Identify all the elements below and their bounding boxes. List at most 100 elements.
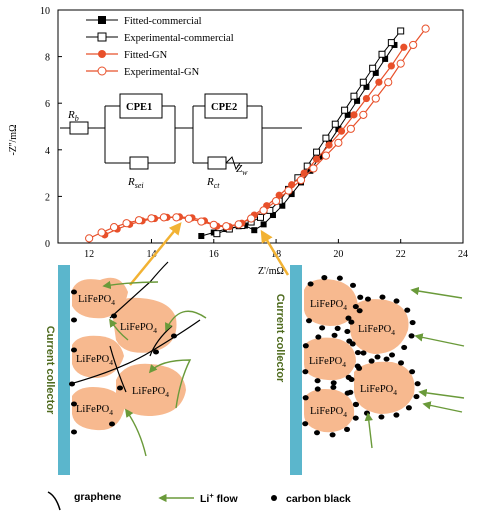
carbon-black-dot: [405, 405, 412, 411]
carbon-black-dot: [354, 349, 361, 356]
lifepo4-particle: [354, 361, 415, 414]
x-tick-label: 24: [458, 249, 468, 260]
particle-label-sub: 4: [109, 408, 113, 417]
svg-text:LiFePO4: LiFePO4: [358, 324, 395, 337]
li-flow-arrow: [414, 333, 465, 347]
data-point: [341, 106, 349, 114]
data-point: [350, 111, 358, 119]
particle-label-sub: 4: [153, 326, 157, 335]
y-tick-label: 6: [45, 99, 50, 110]
y-tick-label: 4: [45, 146, 50, 157]
carbon-black-dot: [307, 281, 314, 287]
data-point: [354, 97, 361, 104]
li-flow-arrows: [364, 286, 465, 449]
svg-text:Zw: Zw: [236, 163, 248, 177]
data-point: [197, 217, 206, 226]
carbon-black-dot: [368, 358, 375, 364]
svg-text:Li+ flow: Li+ flow: [200, 491, 238, 505]
data-point: [362, 94, 371, 103]
carbon-black-dot: [348, 319, 355, 325]
carbon-black-dot: [319, 325, 326, 331]
y-tick-label: 2: [45, 192, 50, 203]
particle-label-sub: 4: [343, 410, 347, 419]
graphene-legend-label: graphene: [74, 491, 121, 503]
li-flow-arrow: [102, 280, 159, 290]
legend-label: Experimental-GN: [124, 67, 200, 78]
svg-text:LiFePO4: LiFePO4: [310, 299, 347, 312]
series-layer: [85, 24, 430, 243]
graphene-electrode-schematic: Current collector LiFePO4 LiFePO4 LiFePO…: [44, 261, 207, 475]
carbon-black-dot: [314, 386, 321, 392]
li-flow-arrow: [422, 401, 463, 413]
data-point: [184, 214, 193, 223]
callout-arrows: [129, 222, 290, 286]
circuit-labels: Rb CPE1 CPE2 Rsei Rct Zw: [67, 102, 248, 190]
particle-label: LiFePO: [310, 406, 344, 417]
lifepo4-particle: [72, 387, 124, 431]
x-axis-label: Z'/mΩ: [258, 266, 284, 277]
carbon-black-dot: [401, 344, 408, 351]
cpe2-label: CPE2: [211, 102, 237, 113]
carbon-black-dot: [352, 415, 359, 421]
data-point: [322, 134, 330, 142]
data-point: [222, 222, 231, 231]
particle-label-sub: 4: [393, 388, 397, 397]
carbon-black-dot: [398, 360, 405, 366]
carbon-black-dot: [379, 294, 386, 300]
legend-item-experimental-gn: Experimental-GN: [86, 66, 200, 78]
li-flow-arrow: [418, 388, 465, 399]
lifepo4-particle: [304, 337, 356, 381]
particle-label: LiFePO: [120, 322, 154, 333]
li-flow-arrow: [125, 408, 147, 457]
svg-text:LiFePO4: LiFePO4: [76, 354, 113, 367]
carbon-black-dot: [302, 421, 309, 427]
legend-label: Fitted-commercial: [124, 16, 202, 27]
data-point: [213, 230, 221, 238]
cpe1-label: CPE1: [126, 102, 152, 113]
carbon-black-dot: [336, 275, 343, 281]
svg-text:LiFePO4: LiFePO4: [309, 356, 346, 369]
graphene-sheet: [69, 319, 201, 385]
data-point: [312, 155, 321, 163]
data-point: [303, 162, 311, 170]
carbon-black-dot: [314, 378, 321, 384]
carbon-black-dot: [389, 352, 396, 358]
x-tick-label: 16: [209, 249, 219, 260]
svg-text:LiFePO4: LiFePO4: [78, 294, 115, 307]
carbon-black-dot: [348, 376, 355, 383]
carbon-black-dot: [330, 384, 337, 390]
graphene-sheet: [109, 345, 127, 393]
particle-label: LiFePO: [310, 299, 344, 310]
carbon-black-dot: [409, 319, 416, 326]
data-point: [257, 213, 264, 221]
particle-labels: LiFePO4 LiFePO4 LiFePO4 LiFePO4 LiFePO4: [76, 294, 169, 417]
particle-label-sub: 4: [342, 360, 346, 369]
rsei-label: R: [127, 176, 135, 188]
legend-item-fitted-gn: Fitted-GN: [86, 50, 168, 61]
particle-label-sub: 4: [343, 303, 347, 312]
carbon-black-dot: [393, 298, 400, 304]
svg-text:LiFePO4: LiFePO4: [360, 384, 397, 397]
li-flow-arrow: [165, 310, 207, 332]
x-tick-label: 12: [84, 249, 94, 260]
data-point: [337, 127, 346, 135]
data-point: [316, 153, 323, 160]
data-point: [109, 223, 119, 232]
data-point: [350, 92, 358, 100]
data-point: [122, 219, 131, 228]
li-flow-legend-label: Li: [200, 493, 209, 505]
carbon-black-dot: [352, 303, 359, 310]
rb-label: R: [67, 109, 75, 121]
data-point: [331, 120, 339, 128]
data-point: [369, 64, 377, 72]
particle-label-sub: 4: [391, 328, 395, 337]
particle-label-sub: 4: [111, 298, 115, 307]
data-point: [313, 148, 321, 156]
carbon-black-dot: [331, 332, 338, 338]
carbon-black-dot: [334, 325, 341, 331]
data-point: [421, 24, 430, 33]
carbon-black-dot: [344, 328, 351, 335]
carbon-black-dot: [344, 390, 351, 396]
rct-label: R: [206, 176, 214, 188]
